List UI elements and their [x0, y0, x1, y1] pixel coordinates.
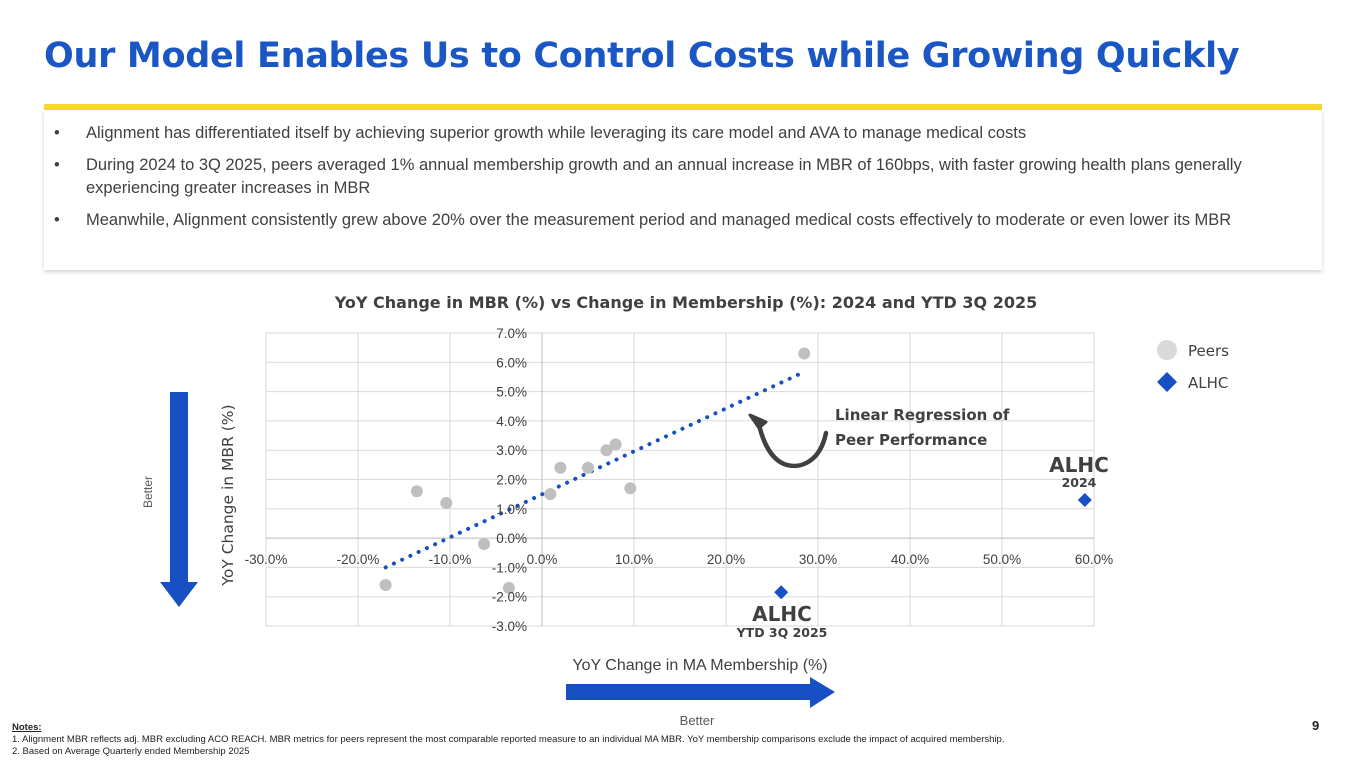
alhc-ytd-label: ALHC [752, 602, 812, 626]
bullet-panel: • Alignment has differentiated itself by … [44, 110, 1322, 270]
bullet-text: Meanwhile, Alignment consistently grew a… [86, 211, 1232, 229]
peer-point [582, 461, 594, 474]
bullet-list: • Alignment has differentiated itself by … [44, 110, 1322, 232]
alhc-2024-sublabel: 2024 [1062, 475, 1097, 490]
x-tick-label: -20.0% [337, 552, 380, 567]
y-tick-label: 2.0% [496, 473, 527, 488]
regression-label-line2: Peer Performance [835, 431, 987, 449]
x-tick-label: 10.0% [615, 552, 653, 567]
alhc-points [774, 493, 1092, 600]
alhc-point [1077, 493, 1092, 508]
y-tick-label: 6.0% [496, 355, 527, 370]
x-tick-label: 40.0% [891, 552, 929, 567]
x-tick-label: 30.0% [799, 552, 837, 567]
x-tick-label: -30.0% [245, 552, 288, 567]
y-better-label: Better [141, 476, 155, 508]
y-tick-label: 7.0% [496, 326, 527, 341]
peer-point [624, 482, 637, 495]
peer-point [600, 444, 613, 457]
notes-heading: Notes: [12, 722, 42, 733]
y-axis-title: YoY Change in MBR (%) [219, 404, 237, 586]
y-tick-label: -1.0% [492, 560, 527, 575]
chart-title: YoY Change in MBR (%) vs Change in Membe… [334, 293, 1038, 312]
y-better-arrow-icon [160, 392, 198, 607]
legend-alhc-marker [1157, 372, 1177, 392]
peer-point [379, 578, 392, 591]
x-tick-label: 60.0% [1075, 552, 1113, 567]
page-number: 9 [1312, 718, 1320, 733]
alhc-2024-label: ALHC [1049, 453, 1109, 477]
x-tick-label: 50.0% [983, 552, 1021, 567]
peer-point [410, 485, 423, 498]
curved-arrow-head-icon [748, 413, 768, 430]
bullet-item: • Alignment has differentiated itself by … [44, 122, 1322, 145]
x-tick-labels: -30.0% -20.0% -10.0% 0.0% 10.0% 20.0% 30.0% 40.… [245, 552, 1114, 567]
bullet-text: Alignment has differentiated itself by a… [86, 124, 1027, 142]
x-axis-title: YoY Change in MA Membership (%) [572, 657, 827, 674]
y-tick-label: 0.0% [496, 531, 527, 546]
peer-points [379, 347, 811, 594]
footnotes: Notes: 1. Alignment MBR reflects adj. MB… [12, 722, 1004, 758]
x-better-label: Better [680, 713, 715, 728]
bullet-dot-icon: • [54, 211, 60, 229]
page-title: Our Model Enables Us to Control Costs wh… [44, 36, 1240, 76]
bullet-dot-icon: • [54, 156, 60, 174]
y-tick-label: 4.0% [496, 414, 527, 429]
legend-alhc-label: ALHC [1188, 374, 1228, 392]
legend-peers-label: Peers [1188, 342, 1229, 360]
alhc-point [774, 585, 789, 600]
bullet-text: During 2024 to 3Q 2025, peers averaged 1… [86, 156, 1242, 197]
y-tick-label: -3.0% [492, 619, 527, 634]
y-tick-label: 1.0% [496, 502, 527, 517]
note-item: 1. Alignment MBR reflects adj. MBR exclu… [12, 734, 1005, 745]
y-tick-label: 3.0% [496, 443, 527, 458]
peer-point [554, 461, 567, 474]
peer-point [440, 496, 453, 509]
peer-point [798, 347, 811, 360]
alhc-ytd-sublabel: YTD 3Q 2025 [736, 625, 828, 640]
legend-peers-marker [1157, 340, 1177, 360]
curved-arrow-icon [755, 417, 829, 469]
x-better-arrow-icon [566, 677, 835, 708]
peer-point [478, 537, 491, 550]
peer-point [502, 581, 515, 594]
bullet-item: • During 2024 to 3Q 2025, peers averaged … [44, 154, 1322, 200]
title-divider [44, 104, 1322, 110]
y-tick-labels: -3.0% -2.0% -1.0% 0.0% 1.0% 2.0% 3.0% 4.0% 5.0% 6… [492, 326, 527, 634]
peer-point [544, 488, 557, 501]
x-tick-label: 20.0% [707, 552, 745, 567]
note-item: 2. Based on Average Quarterly ended Memb… [12, 746, 250, 757]
y-tick-label: 5.0% [496, 385, 527, 400]
peer-point [609, 438, 622, 451]
x-tick-label: 0.0% [527, 552, 558, 567]
x-tick-label: -10.0% [429, 552, 472, 567]
bullet-item: • Meanwhile, Alignment consistently grew … [44, 209, 1322, 232]
regression-label-line1: Linear Regression of [835, 406, 1010, 424]
y-tick-label: -2.0% [492, 590, 527, 605]
bullet-dot-icon: • [54, 124, 60, 142]
